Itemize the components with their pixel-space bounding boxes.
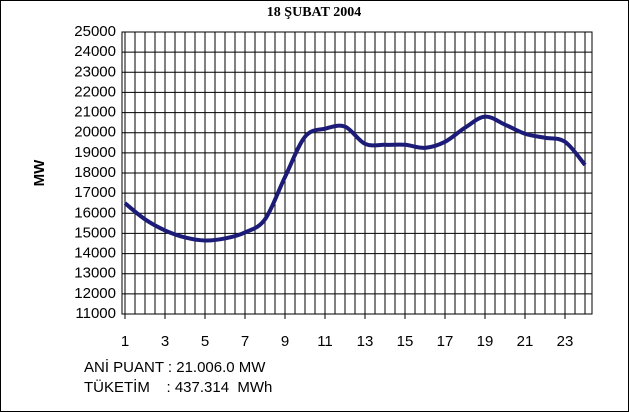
x-tick-label: 11: [317, 333, 333, 350]
x-tick-label: 3: [161, 333, 169, 350]
y-tick-label: 24000: [74, 43, 116, 60]
y-tick-label: 12000: [74, 285, 116, 302]
y-tick-label: 17000: [74, 184, 116, 201]
y-tick-label: 21000: [74, 104, 116, 121]
y-tick-label: 14000: [74, 245, 116, 262]
x-tick-label: 19: [477, 333, 494, 350]
x-tick-label: 21: [517, 333, 534, 350]
x-tick-label: 5: [201, 333, 209, 350]
x-tick-label: 7: [241, 333, 249, 350]
x-tick-label: 23: [557, 333, 574, 350]
y-tick-label: 22000: [74, 83, 116, 100]
x-tick-label: 1: [121, 333, 129, 350]
x-tick-label: 15: [397, 333, 414, 350]
y-tick-label: 23000: [74, 63, 116, 80]
y-axis-label: MW: [31, 159, 48, 186]
y-tick-label: 19000: [74, 144, 116, 161]
chart-title: 18 ŞUBAT 2004: [267, 5, 361, 20]
x-tick-label: 9: [281, 333, 289, 350]
annotation: TÜKETİM : 437.314 MWh: [84, 378, 272, 396]
y-tick-label: 11000: [75, 305, 116, 322]
y-tick-label: 25000: [74, 23, 116, 40]
y-tick-label: 16000: [74, 204, 116, 221]
y-tick-label: 13000: [74, 265, 116, 282]
data-line: [123, 114, 587, 243]
x-tick-label: 17: [437, 333, 454, 350]
y-tick-label: 20000: [74, 124, 116, 141]
annotation: ANİ PUANT : 21.006.0 MW: [84, 358, 266, 376]
x-tick-label: 13: [357, 333, 374, 350]
y-tick-label: 18000: [74, 164, 116, 181]
y-tick-label: 15000: [74, 224, 116, 241]
